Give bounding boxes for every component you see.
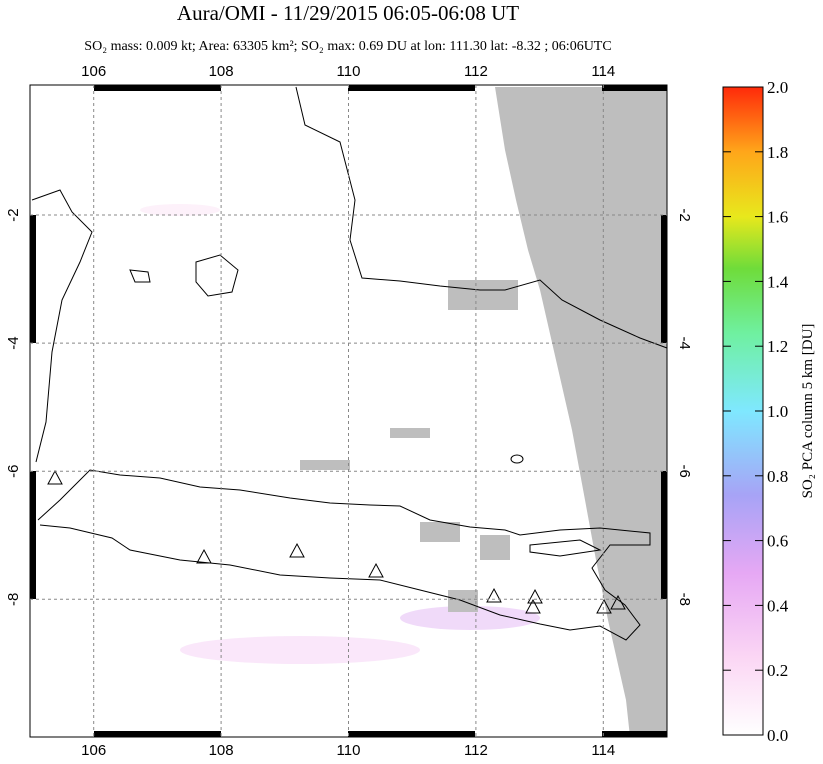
x-tick-label: 112 <box>464 742 488 759</box>
colorbar-tick-label: 0.8 <box>767 467 788 486</box>
colorbar-tick-label: 0.4 <box>767 596 789 615</box>
colorbar-tick-label: 1.4 <box>767 272 789 291</box>
y-tick-label: -6 <box>5 465 22 478</box>
y-tick-label: -8 <box>676 593 693 606</box>
x-tick-label: 110 <box>337 63 361 80</box>
x-tick-label: 106 <box>81 742 106 759</box>
colorbar-tick-label: 0.0 <box>767 726 788 745</box>
x-tick-label: 112 <box>464 63 488 80</box>
y-tick-label: -2 <box>5 208 22 221</box>
colorbar-tick-label: 0.6 <box>767 532 788 551</box>
colorbar-tick-label: 1.6 <box>767 208 788 227</box>
x-tick-label: 110 <box>337 742 361 759</box>
x-tick-label: 108 <box>209 742 234 759</box>
subtitle: SO₂ mass: 0.009 kt; Area: 63305 km²; SO₂… <box>84 39 611 54</box>
colorbar-tick-label: 1.0 <box>767 402 788 421</box>
pink-haze <box>140 204 540 664</box>
coastlines <box>31 86 668 641</box>
no-data-patches <box>300 280 518 612</box>
colorbar-tick-label: 1.8 <box>767 143 788 162</box>
y-tick-label: -4 <box>676 336 693 349</box>
y-tick-label: -2 <box>676 208 693 221</box>
no-data-region <box>495 87 667 737</box>
colorbar-label: SO₂ PCA column 5 km [DU] <box>800 324 816 499</box>
x-tick-label: 114 <box>591 63 615 80</box>
x-tick-label: 114 <box>591 742 615 759</box>
colorbar-tick-label: 1.2 <box>767 337 788 356</box>
colorbar-tick-label: 2.0 <box>767 78 788 97</box>
colorbar-tick-label: 0.2 <box>767 661 788 680</box>
x-tick-label: 108 <box>209 63 234 80</box>
y-tick-label: -8 <box>5 593 22 606</box>
x-tick-label: 106 <box>81 63 106 80</box>
volcano-markers <box>47 469 626 614</box>
y-tick-label: -4 <box>5 336 22 349</box>
title: Aura/OMI - 11/29/2015 06:05-06:08 UT <box>177 1 519 25</box>
frame-bars <box>30 85 667 737</box>
y-tick-label: -6 <box>676 465 693 478</box>
